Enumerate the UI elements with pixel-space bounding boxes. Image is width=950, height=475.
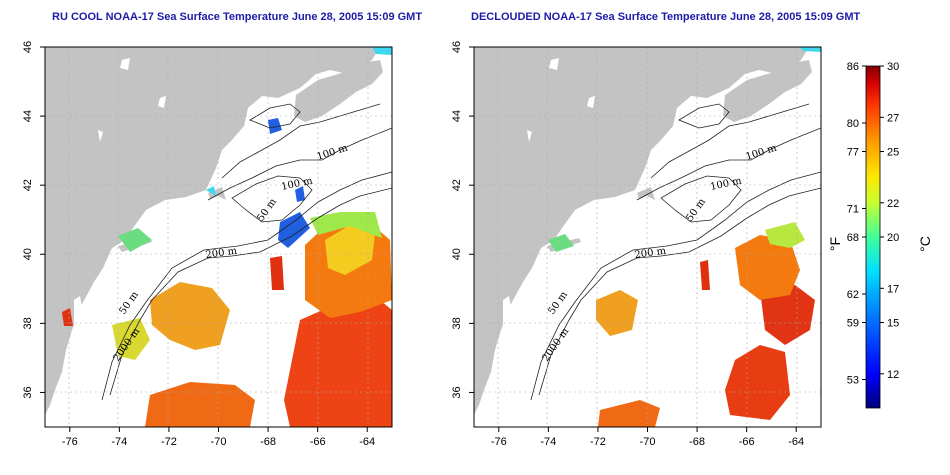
- lat-tick-label: 40: [451, 248, 463, 260]
- lon-tick-label: -68: [260, 436, 276, 448]
- land-mass: [45, 47, 380, 415]
- celsius-tick-label: 17: [887, 283, 899, 295]
- colorbar-ticks: 30 27 25 22 20 17 15 12 86 80 77 71 68 62 59 53: [847, 61, 900, 387]
- grid-lines: [45, 47, 392, 427]
- lat-tick-label: 38: [451, 317, 463, 329]
- celsius-tick-label: 22: [887, 198, 899, 210]
- colorbar-gradient: [865, 65, 881, 409]
- lon-tick-label: -70: [211, 436, 227, 448]
- lat-tick-label: 46: [451, 41, 463, 53]
- fahrenheit-tick-label: 59: [847, 318, 859, 330]
- contour-label: 200 m: [634, 246, 667, 261]
- lat-tick-label: 40: [22, 248, 34, 260]
- lat-tick-label: 42: [22, 179, 34, 191]
- sst-data-patches: [548, 47, 821, 427]
- fahrenheit-tick-label: 86: [847, 61, 859, 73]
- celsius-tick-label: 12: [887, 369, 899, 381]
- cape-cod: [637, 187, 655, 200]
- lat-tick-label: 44: [451, 110, 463, 122]
- lat-tick-label: 44: [22, 110, 34, 122]
- sst-patch-blue-gulf: [268, 118, 310, 248]
- celsius-tick-label: 25: [887, 147, 899, 159]
- lat-tick-label: 36: [22, 386, 34, 398]
- lon-tick-label: -64: [359, 436, 375, 448]
- grid-lines: [474, 47, 821, 427]
- sst-patch-red-small: [700, 260, 710, 290]
- sst-patch-red-south: [284, 296, 392, 427]
- left-map-panel: 100 m 100 m 50 m 200 m 50 m 2000 m: [44, 46, 393, 428]
- lon-tick-label: -72: [161, 436, 177, 448]
- nova-scotia-land: [294, 60, 383, 122]
- sst-patch-yellow-green: [765, 222, 805, 248]
- isobath-contours: [101, 103, 392, 401]
- sst-patch-orange-south: [145, 382, 255, 427]
- lat-tick-label: 38: [22, 317, 34, 329]
- lon-tick-label: -68: [689, 436, 705, 448]
- lon-tick-label: -74: [111, 436, 127, 448]
- isobath-contours: [530, 103, 821, 401]
- fahrenheit-tick-label: 71: [847, 204, 859, 216]
- right-map-panel: 100 m 100 m 50 m 200 m 50 m 2000 m: [473, 46, 822, 428]
- lon-tick-label: -70: [640, 436, 656, 448]
- lon-tick-label: -76: [62, 436, 78, 448]
- lon-tick-label: -72: [590, 436, 606, 448]
- fahrenheit-tick-label: 62: [847, 289, 859, 301]
- fahrenheit-tick-label: 80: [847, 118, 859, 130]
- sst-patch-yellow-sw: [112, 318, 150, 360]
- axis-ticks: -76 -74 -72 -70 -68 -66 -64 36 38 40 42 44 46: [451, 41, 804, 448]
- lat-tick-label: 46: [22, 41, 34, 53]
- sst-patch-red-east: [760, 285, 815, 345]
- sst-patch-orange-south: [598, 400, 660, 427]
- sst-patch-orange-east: [735, 235, 800, 300]
- sst-patch-green: [310, 212, 382, 238]
- sst-patch-green-nearshore: [548, 234, 574, 252]
- sst-patch-orange-central: [150, 282, 230, 350]
- lon-tick-label: -66: [310, 436, 326, 448]
- sst-data-patches: [62, 47, 392, 427]
- axis-ticks: -76 -74 -72 -70 -68 -66 -64 36 38 40 42 44 46: [22, 41, 375, 448]
- celsius-tick-label: 27: [887, 112, 899, 124]
- celsius-unit-label: °C: [917, 236, 933, 252]
- celsius-tick-label: 15: [887, 318, 899, 330]
- lon-tick-label: -66: [739, 436, 755, 448]
- sst-patch-red-south: [725, 345, 790, 420]
- chesapeake-bay: [74, 296, 84, 340]
- celsius-tick-label: 30: [887, 61, 899, 73]
- sst-patch-yellow: [325, 225, 375, 275]
- contour-label: 200 m: [205, 246, 238, 261]
- lat-tick-label: 42: [451, 179, 463, 191]
- celsius-tick-label: 20: [887, 232, 899, 244]
- fahrenheit-tick-label: 68: [847, 232, 859, 244]
- lon-tick-label: -76: [491, 436, 507, 448]
- right-panel-title: DECLOUDED NOAA-17 Sea Surface Temperatur…: [471, 11, 861, 23]
- sst-patch-green-nearshore: [118, 228, 152, 252]
- lon-tick-label: -74: [540, 436, 556, 448]
- lon-tick-label: -64: [788, 436, 804, 448]
- cape-cod: [208, 187, 226, 200]
- sst-patch-cyan-edge: [800, 47, 821, 52]
- land-mass: [474, 47, 809, 415]
- chesapeake-bay: [503, 296, 513, 340]
- fahrenheit-tick-label: 53: [847, 375, 859, 387]
- left-panel-title: RU COOL NOAA-17 Sea Surface Temperature …: [52, 11, 423, 23]
- nova-scotia-land: [723, 60, 812, 122]
- fahrenheit-unit-label: °F: [827, 237, 843, 251]
- fahrenheit-tick-label: 77: [847, 147, 859, 159]
- sst-patch-orange-central: [596, 290, 638, 336]
- lat-tick-label: 36: [451, 386, 463, 398]
